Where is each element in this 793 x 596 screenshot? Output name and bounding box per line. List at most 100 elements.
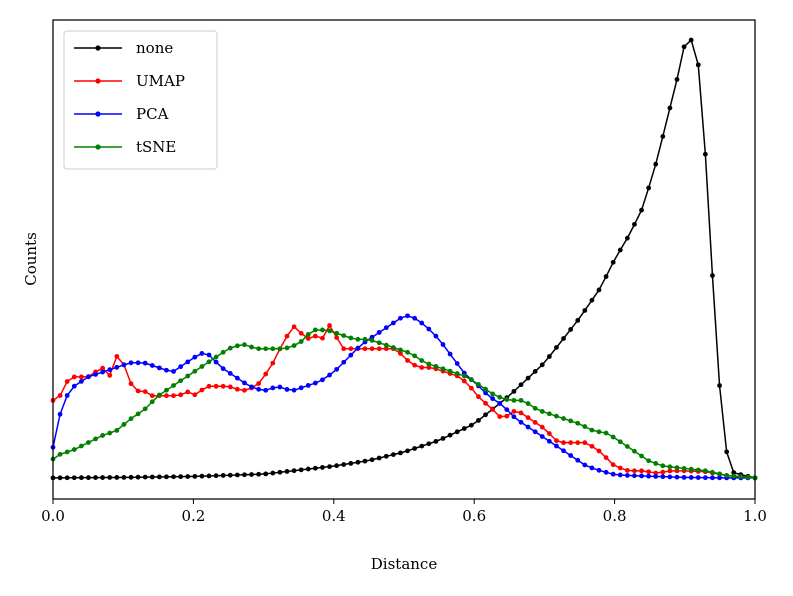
data-point [327,328,332,334]
data-point [362,336,368,342]
data-point [149,474,155,480]
data-point [681,466,687,471]
data-point [596,467,602,473]
data-point [674,474,680,480]
data-point [199,473,205,479]
data-point [78,443,84,449]
data-point [717,475,722,481]
data-point [667,105,673,111]
legend-item-pca: PCA [74,105,169,123]
data-point [320,327,325,333]
data-point [695,62,701,68]
data-point [369,457,375,463]
data-point [433,333,439,339]
data-point [156,365,162,371]
data-point [376,330,382,335]
data-point [142,360,148,366]
data-point [710,475,715,481]
data-point [575,318,581,323]
data-point [518,410,524,416]
data-point [596,448,602,454]
data-point [185,474,191,479]
data-point [554,345,559,350]
data-point [234,375,240,381]
data-point [639,453,644,459]
data-point [270,346,276,352]
data-point [504,407,510,413]
data-point [93,475,98,480]
data-point [589,427,595,433]
data-point [270,470,276,476]
data-point [256,381,262,386]
legend-marker [95,45,101,51]
data-point [589,443,595,449]
data-point [390,452,396,457]
data-point [405,358,410,363]
data-point [511,414,517,420]
data-point [546,431,552,436]
data-point [206,473,212,479]
data-point [511,388,517,394]
data-point [554,413,559,419]
data-point [660,134,666,139]
data-point [107,430,113,436]
legend-item-tsne: tSNE [74,138,176,156]
data-point [206,352,212,358]
legend-label: none [136,39,173,57]
data-point [312,327,318,333]
data-point [554,443,559,449]
data-point [610,462,616,468]
data-point [249,384,254,390]
data-point [745,474,751,480]
data-point [632,448,637,454]
data-point [447,351,453,357]
data-point [242,387,247,393]
data-point [348,335,354,341]
data-point [284,469,290,474]
data-point [291,468,297,474]
data-point [320,335,325,341]
data-point [291,343,297,348]
data-point [568,418,574,424]
data-point [433,364,439,369]
data-point [667,468,673,474]
data-point [291,324,297,330]
data-point [639,207,644,213]
data-point [518,419,524,425]
data-point [263,346,269,352]
data-point [305,332,311,337]
data-point [632,468,637,474]
data-point [135,411,141,417]
data-point [717,471,722,477]
x-tick-label: 0.0 [41,507,65,525]
series-line-tsne [52,329,756,479]
series-none [50,37,758,481]
x-tick-label: 0.4 [322,507,346,525]
data-point [483,390,488,396]
data-point [227,370,233,376]
data-point [213,473,219,479]
data-point [100,365,106,371]
data-point [624,473,630,478]
data-point [114,475,120,480]
data-point [582,440,588,446]
data-point [256,386,262,392]
legend-label: tSNE [136,138,176,156]
data-point [156,474,162,480]
data-point [312,333,318,339]
data-point [398,450,403,456]
data-point [220,366,226,372]
data-point [199,364,205,369]
data-point [539,434,545,439]
data-point [426,326,432,332]
data-point [646,185,652,191]
data-point [64,379,70,384]
data-point [383,325,389,331]
data-point [660,469,666,475]
data-point [227,345,233,351]
data-point [483,400,488,406]
data-point [341,333,347,339]
data-point [234,343,240,349]
data-point [291,387,297,393]
